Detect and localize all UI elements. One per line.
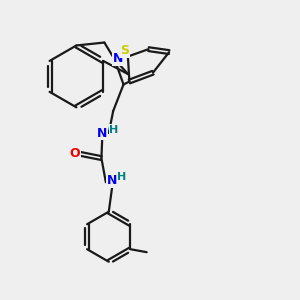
Text: H: H — [110, 124, 119, 134]
Text: N: N — [97, 127, 107, 140]
Text: N: N — [113, 52, 123, 65]
Text: H: H — [117, 172, 127, 182]
Text: N: N — [107, 174, 118, 187]
Text: S: S — [121, 44, 130, 57]
Text: O: O — [70, 147, 80, 160]
